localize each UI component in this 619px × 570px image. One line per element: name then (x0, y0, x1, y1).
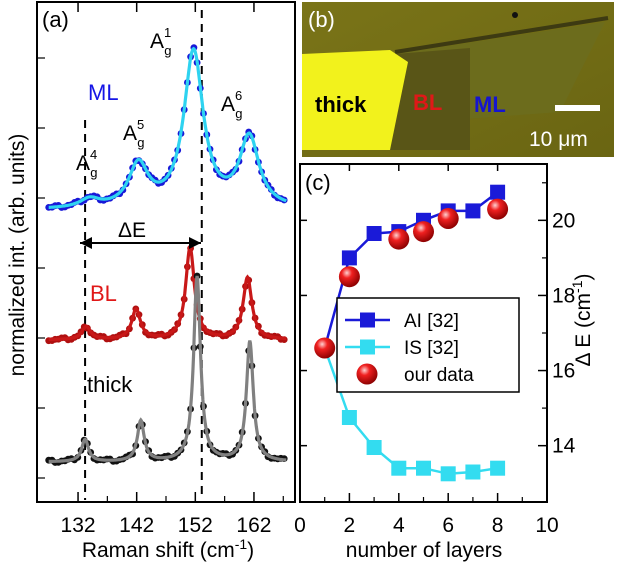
panel-b: (b) thick BL ML 10 μm (302, 2, 614, 157)
c-x-tick-label: 4 (393, 514, 405, 537)
legend-items: AI [32] IS [32] our data (345, 311, 474, 386)
c-x-tick-label: 10 (535, 514, 558, 537)
c-x-tick-label: 8 (492, 514, 504, 537)
series-point-0 (366, 226, 382, 241)
panel-a-ylabel: normalized int. (arb. units) (6, 134, 29, 377)
c-y-tick-label: 14 (552, 435, 576, 458)
our-data-point (314, 337, 336, 359)
panel-a: 132 142 152 162 (a) normalized int. (arb. u… (6, 1, 296, 562)
series-point-1 (440, 466, 456, 482)
our-data-point (437, 208, 459, 229)
panel-a-xlabel: Raman shift (cm-1) (82, 536, 254, 562)
peak-label-sub: g (137, 135, 144, 150)
c-y-tick-label: 18 (552, 284, 575, 307)
c-x-tick-label: 0 (294, 514, 306, 537)
panel-b-label: (b) (308, 7, 335, 32)
panel-a-xlabel-sup: -1 (235, 536, 248, 552)
legend-label: AI [32] (404, 311, 459, 332)
legend: AI [32] IS [32] our data (336, 297, 520, 393)
series-point-0 (465, 203, 481, 219)
peak-label-sub: g (90, 165, 97, 180)
spectrum-fit-BL (48, 243, 287, 342)
c-x-tick-label: 6 (442, 514, 454, 537)
series-label-thick: thick (87, 372, 133, 397)
our-data-point (388, 228, 410, 250)
delta-e-arrow (80, 237, 201, 249)
delta-e-label: ΔE (118, 219, 146, 242)
panel-a-xlabel-main: Raman shift (cm (82, 539, 235, 562)
flake-edge-line (394, 16, 609, 54)
legend-marker (360, 312, 375, 328)
series-label-ml: ML (88, 80, 119, 105)
peak-label-sub: g (235, 106, 242, 121)
panel-c-ylabel: Δ E (cm-1) (569, 274, 595, 367)
flake-bl-region (390, 48, 470, 150)
panel-a-plot (45, 10, 288, 500)
peak-label: A4 g (76, 147, 97, 180)
peak-label-sup: 4 (90, 147, 97, 162)
x-tick-label: 152 (178, 514, 213, 537)
legend-marker (360, 339, 375, 355)
our-data-point (338, 266, 360, 288)
peak-label-main: A (221, 93, 235, 116)
flake-thick-region (302, 50, 408, 150)
panel-c-series (314, 184, 509, 482)
peak-label-sub: g (164, 43, 171, 58)
peak-label-main: A (150, 30, 164, 53)
panel-c-xlabel: number of layers (346, 539, 502, 562)
panel-a-label: (a) (42, 7, 69, 32)
peak-label: A6 g (221, 88, 242, 121)
our-data-point (487, 198, 509, 220)
series-point-1 (416, 460, 431, 476)
panel-c-ticks: 0 2 4 6 8 10 14 16 18 20 (294, 164, 576, 537)
series-point-1 (366, 440, 382, 455)
series-point-1 (465, 464, 481, 480)
c-y-tick-label: 20 (552, 209, 575, 232)
x-tick-label: 142 (119, 514, 154, 537)
c-x-tick-label: 2 (344, 514, 356, 537)
x-tick-label: 132 (61, 514, 96, 537)
c-y-tick-label: 16 (552, 360, 575, 383)
panel-a-xlabel-close: ) (247, 539, 254, 562)
peak-label-sup: 5 (137, 117, 144, 132)
panel-c: 0 2 4 6 8 10 14 16 18 20 (c) number of layers Δ E… (294, 163, 595, 562)
flake-dust-dot (512, 12, 518, 18)
scale-bar-label: 10 μm (529, 128, 588, 151)
our-data-point (413, 221, 434, 243)
spectrum-fit-thick (48, 275, 287, 463)
panel-a-ticks: 132 142 152 162 (37, 2, 284, 537)
legend-label: our data (404, 365, 474, 386)
legend-label: IS [32] (404, 338, 459, 359)
peak-label: A1 g (150, 25, 171, 58)
series-point-1 (490, 460, 506, 476)
peak-label-sup: 1 (164, 25, 171, 40)
panel-c-ylabel-main: Δ E (cm (572, 293, 595, 367)
series-point-1 (341, 410, 357, 425)
legend-marker (356, 363, 378, 385)
peak-label-main: A (123, 122, 137, 145)
series-label-bl: BL (90, 281, 117, 306)
peak-label-sup: 6 (235, 88, 242, 103)
flake-label-bl: BL (413, 90, 442, 115)
flake-label-thick: thick (315, 92, 367, 117)
peak-label-main: A (76, 152, 90, 175)
panel-c-ylabel-close: ) (572, 274, 595, 281)
series-point-1 (391, 460, 407, 476)
flake-label-ml: ML (474, 92, 506, 117)
series-point-0 (490, 184, 506, 200)
panel-c-ylabel-sup: -1 (569, 280, 585, 293)
panel-c-label: (c) (305, 170, 331, 195)
scale-bar (555, 105, 600, 111)
x-tick-label: 162 (236, 514, 271, 537)
peak-labels: A4 gA5 gA1 gA6 g (76, 25, 242, 180)
peak-label: A5 g (123, 117, 144, 150)
series-point-0 (341, 250, 357, 266)
spectrum-fit-ML (48, 46, 287, 209)
